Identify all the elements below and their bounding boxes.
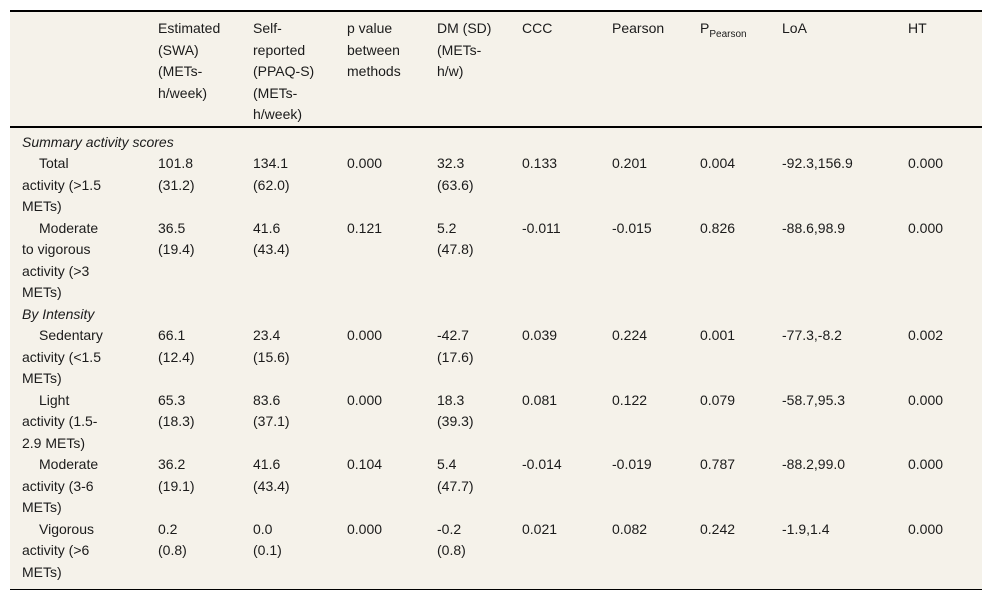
cell-self-reported: 41.6 (43.4) — [253, 456, 290, 494]
cell-pearson: 0.122 — [612, 391, 648, 408]
row-label: Total activity (>1.5 METs) — [22, 155, 101, 214]
table-row-vigorous: Vigorous activity (>6 METs) 0.2 (0.8) 0.… — [10, 519, 982, 590]
cell-loa: -77.3,-8.2 — [782, 327, 842, 343]
cell-pearson: -0.015 — [612, 219, 652, 236]
cell-p-value: 0.104 — [347, 456, 383, 472]
cell-self-reported: 41.6 (43.4) — [253, 219, 290, 258]
section-row-summary: Summary activity scores — [10, 127, 982, 154]
cell-p-value: 0.000 — [347, 520, 383, 537]
table-row-sedentary: Sedentary activity (<1.5 METs) 66.1 (12.… — [10, 325, 982, 390]
cell-estimated: 0.2 (0.8) — [158, 520, 187, 559]
row-label: Sedentary activity (<1.5 METs) — [22, 327, 103, 386]
cell-p-value: 0.000 — [347, 391, 383, 408]
table-header: Estimated (SWA) (METs- h/week) Self- rep… — [10, 11, 982, 128]
cell-estimated: 66.1 (12.4) — [158, 327, 195, 365]
table-row-moderate: Moderate activity (3-6 METs) 36.2 (19.1)… — [10, 454, 982, 519]
cell-ccc: -0.014 — [522, 456, 562, 472]
cell-p-value: 0.000 — [347, 327, 383, 343]
column-header-p-pearson: PPearson — [700, 11, 782, 128]
cell-p-value: 0.121 — [347, 219, 383, 236]
cell-ht: 0.000 — [908, 520, 944, 537]
p-pearson-base: P — [700, 20, 710, 36]
cell-ht: 0.000 — [908, 155, 944, 171]
cell-ccc: 0.133 — [522, 155, 558, 171]
cell-dm-sd: -42.7 (17.6) — [437, 327, 474, 365]
cell-ht: 0.000 — [908, 391, 944, 408]
cell-ht: 0.000 — [908, 456, 944, 472]
column-header-ccc: CCC — [522, 11, 612, 128]
cell-pearson: 0.201 — [612, 155, 648, 171]
cell-dm-sd: 32.3 (63.6) — [437, 155, 474, 193]
cell-ccc: 0.081 — [522, 391, 558, 408]
cell-ht: 0.002 — [908, 327, 944, 343]
cell-p-pearson: 0.787 — [700, 456, 736, 472]
table-body: Summary activity scores Total activity (… — [10, 127, 982, 590]
table-row-total-activity: Total activity (>1.5 METs) 101.8 (31.2) … — [10, 153, 982, 218]
cell-p-pearson: 0.001 — [700, 327, 736, 343]
row-label: Moderate activity (3-6 METs) — [22, 456, 99, 515]
section-row-by-intensity: By Intensity — [10, 304, 982, 326]
cell-loa: -1.9,1.4 — [782, 520, 830, 537]
table-row-moderate-to-vigorous: Moderate to vigorous activity (>3 METs) … — [10, 218, 982, 304]
column-header-pearson: Pearson — [612, 11, 700, 128]
cell-ccc: 0.039 — [522, 327, 558, 343]
cell-self-reported: 0.0 (0.1) — [253, 520, 282, 559]
column-header-estimated-swa: Estimated (SWA) (METs- h/week) — [158, 11, 253, 128]
header-row: Estimated (SWA) (METs- h/week) Self- rep… — [10, 11, 982, 128]
cell-loa: -92.3,156.9 — [782, 155, 853, 171]
column-header-dm-sd: DM (SD) (METs- h/w) — [437, 11, 522, 128]
cell-loa: -58.7,95.3 — [782, 391, 846, 408]
cell-estimated: 36.2 (19.1) — [158, 456, 195, 494]
cell-pearson: 0.224 — [612, 327, 648, 343]
row-label: Light activity (1.5- 2.9 METs) — [22, 391, 98, 451]
row-label: Moderate to vigorous activity (>3 METs) — [22, 219, 99, 301]
cell-ccc: 0.021 — [522, 520, 558, 537]
column-header-p-value: p value between methods — [347, 11, 437, 128]
cell-ht: 0.000 — [908, 219, 944, 236]
cell-estimated: 36.5 (19.4) — [158, 219, 195, 258]
section-label-by-intensity: By Intensity — [22, 305, 95, 322]
cell-p-pearson: 0.826 — [700, 219, 736, 236]
cell-self-reported: 134.1 (62.0) — [253, 155, 290, 193]
activity-comparison-table: Estimated (SWA) (METs- h/week) Self- rep… — [10, 10, 982, 590]
cell-p-value: 0.000 — [347, 155, 383, 171]
cell-ccc: -0.011 — [522, 219, 561, 236]
cell-pearson: -0.019 — [612, 456, 652, 472]
cell-self-reported: 83.6 (37.1) — [253, 391, 290, 430]
table-row-light: Light activity (1.5- 2.9 METs) 65.3 (18.… — [10, 390, 982, 455]
column-header-self-reported: Self- reported (PPAQ-S) (METs- h/week) — [253, 11, 347, 128]
cell-estimated: 101.8 (31.2) — [158, 155, 195, 193]
cell-p-pearson: 0.004 — [700, 155, 736, 171]
cell-loa: -88.2,99.0 — [782, 456, 846, 472]
cell-p-pearson: 0.242 — [700, 520, 736, 537]
cell-dm-sd: 5.2 (47.8) — [437, 219, 474, 258]
cell-dm-sd: 5.4 (47.7) — [437, 456, 474, 494]
column-header-loa: LoA — [782, 11, 908, 128]
cell-dm-sd: -0.2 (0.8) — [437, 520, 466, 559]
p-pearson-subscript: Pearson — [709, 28, 747, 40]
cell-estimated: 65.3 (18.3) — [158, 391, 195, 430]
row-label: Vigorous activity (>6 METs) — [22, 520, 95, 580]
cell-dm-sd: 18.3 (39.3) — [437, 391, 474, 430]
cell-loa: -88.6,98.9 — [782, 219, 846, 236]
column-header-row-label — [10, 11, 158, 128]
column-header-ht: HT — [908, 11, 982, 128]
section-label-summary: Summary activity scores — [22, 133, 174, 150]
cell-self-reported: 23.4 (15.6) — [253, 327, 290, 365]
cell-pearson: 0.082 — [612, 520, 648, 537]
cell-p-pearson: 0.079 — [700, 391, 736, 408]
